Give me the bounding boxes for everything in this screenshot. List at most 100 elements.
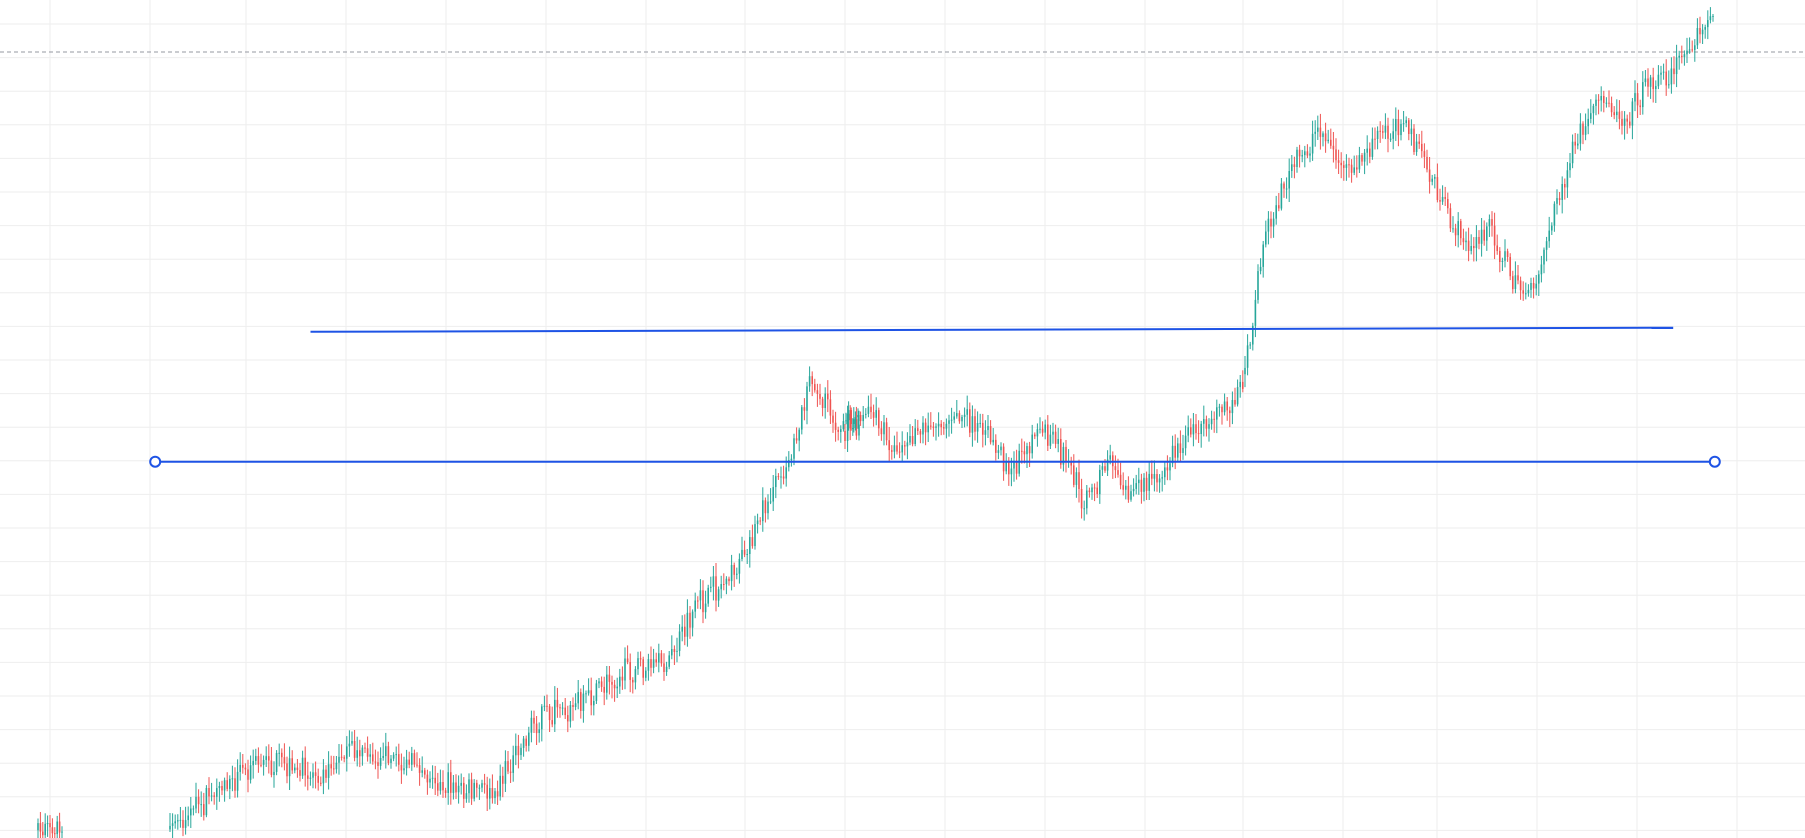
candle xyxy=(782,465,785,485)
candle xyxy=(1187,415,1189,443)
candle xyxy=(1327,129,1329,144)
candle-body xyxy=(844,430,846,441)
candle-body xyxy=(814,384,816,391)
candle xyxy=(509,759,512,783)
resistance-line-stroke[interactable] xyxy=(310,326,1674,333)
candle xyxy=(1301,149,1303,163)
candle-body xyxy=(1701,29,1704,35)
candle-body xyxy=(1135,483,1137,489)
candle-body xyxy=(403,768,405,771)
resistance-line[interactable] xyxy=(310,326,1674,333)
candle xyxy=(455,774,457,799)
candle xyxy=(1600,86,1602,112)
candle xyxy=(1566,162,1569,198)
candle-body xyxy=(1590,113,1592,119)
candle-body xyxy=(1457,221,1459,236)
candle-body xyxy=(478,787,481,789)
candle xyxy=(1493,212,1496,260)
candle xyxy=(1499,247,1501,273)
candle-body xyxy=(587,690,590,694)
candle-body xyxy=(301,757,304,776)
candle xyxy=(844,424,846,449)
candle xyxy=(969,402,971,438)
candle xyxy=(754,515,756,550)
candle xyxy=(1091,483,1093,500)
candle xyxy=(673,645,676,665)
line-handle-end[interactable] xyxy=(1708,455,1721,468)
candle-body xyxy=(1226,401,1228,411)
candle-body xyxy=(764,500,767,514)
candle-body xyxy=(1021,450,1023,452)
candle-body xyxy=(392,754,395,759)
candle xyxy=(1486,222,1488,251)
candle xyxy=(634,666,637,690)
candle-body xyxy=(585,693,587,695)
candle-body xyxy=(61,831,63,833)
candle xyxy=(574,693,577,711)
candle-body xyxy=(901,445,903,453)
candle-body xyxy=(1379,130,1381,132)
candle xyxy=(702,580,704,624)
candle-body xyxy=(1639,105,1641,108)
candle xyxy=(476,779,478,798)
candle-body xyxy=(855,419,858,436)
candle-body xyxy=(1574,141,1576,146)
candle-body xyxy=(1028,446,1031,454)
candle-body xyxy=(1696,28,1699,46)
candle xyxy=(859,411,862,426)
candle xyxy=(1418,134,1420,149)
drawings[interactable] xyxy=(149,326,1721,468)
candle xyxy=(192,805,195,816)
candle xyxy=(1182,434,1184,460)
candle-body xyxy=(1158,478,1161,483)
support-line[interactable] xyxy=(149,455,1721,468)
candle xyxy=(335,756,338,774)
candle xyxy=(229,775,231,800)
candle xyxy=(327,751,330,790)
candle xyxy=(1382,125,1384,139)
candle-body xyxy=(845,420,847,422)
candle xyxy=(827,380,829,413)
candle xyxy=(901,431,903,462)
candle-body xyxy=(663,663,665,672)
candle-body xyxy=(974,416,976,432)
candle-body xyxy=(268,756,270,761)
candle-body xyxy=(559,707,561,709)
candle xyxy=(995,434,997,461)
candle xyxy=(546,694,548,712)
candle-body xyxy=(1239,381,1241,388)
candle xyxy=(658,643,660,673)
candle-body xyxy=(1054,431,1057,444)
candle-body xyxy=(447,772,449,793)
candle xyxy=(1311,120,1314,161)
candle-body xyxy=(39,823,42,832)
candle xyxy=(647,653,650,681)
candle xyxy=(1246,334,1249,376)
candle xyxy=(1052,422,1054,444)
candle xyxy=(814,378,816,393)
candle xyxy=(1078,459,1080,503)
candle-body xyxy=(1454,228,1457,236)
candle-body xyxy=(634,669,637,683)
candle-body xyxy=(1392,131,1394,139)
candle xyxy=(689,606,691,639)
candle-body xyxy=(1216,407,1218,420)
candle xyxy=(1236,379,1239,407)
candle-body xyxy=(338,756,340,763)
candle xyxy=(395,746,397,767)
candle xyxy=(917,419,919,435)
candle xyxy=(639,651,642,667)
candle-body xyxy=(200,804,202,806)
candle xyxy=(1462,228,1465,250)
candle-body xyxy=(525,738,527,746)
candle xyxy=(1356,155,1358,178)
candle xyxy=(1015,449,1018,480)
line-handle-start[interactable] xyxy=(149,455,162,468)
candle-body xyxy=(1436,177,1439,200)
candle-body xyxy=(278,752,280,754)
candle xyxy=(56,815,58,838)
candle xyxy=(1257,264,1259,304)
candle xyxy=(242,754,244,774)
